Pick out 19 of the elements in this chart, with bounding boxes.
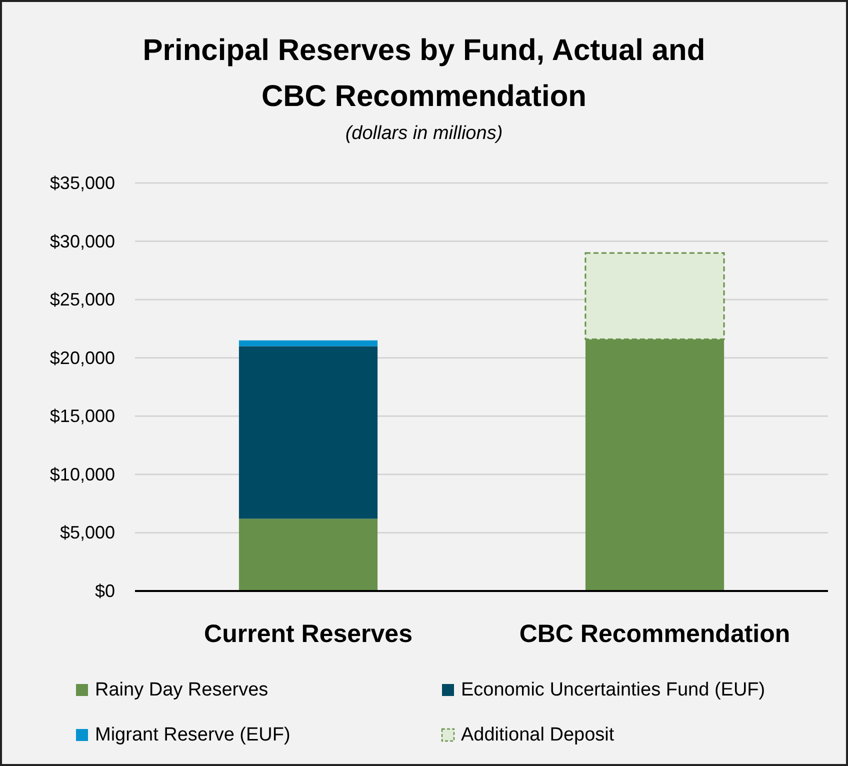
x-tick-label: Current Reserves [204, 620, 412, 648]
x-tick-label: CBC Recommendation [519, 620, 790, 648]
y-tick-label: $20,000 [50, 348, 115, 368]
y-tick-label: $25,000 [50, 290, 115, 310]
y-tick-label: $30,000 [50, 231, 115, 252]
y-tick-label: $35,000 [50, 173, 115, 193]
y-tick-label: $5,000 [60, 522, 115, 543]
y-tick-label: $0 [94, 581, 115, 601]
bar [238, 346, 378, 519]
y-tick-label: $15,000 [50, 406, 115, 426]
chart-subtitle: (dollars in millions) [345, 123, 503, 144]
legend-label: Rainy Day Reserves [95, 680, 268, 700]
chart-title: Principal Reserves by Fund, Actual and CBC Recommendation [142, 34, 706, 113]
bar [238, 518, 378, 591]
legend-label: Economic Uncertainties Fund (EUF) [461, 680, 766, 700]
legend-label: Additional Deposit [461, 724, 615, 746]
bar [238, 340, 378, 346]
legend-label: Migrant Reserve (EUF) [95, 724, 290, 746]
y-tick-label: $10,000 [50, 464, 115, 484]
